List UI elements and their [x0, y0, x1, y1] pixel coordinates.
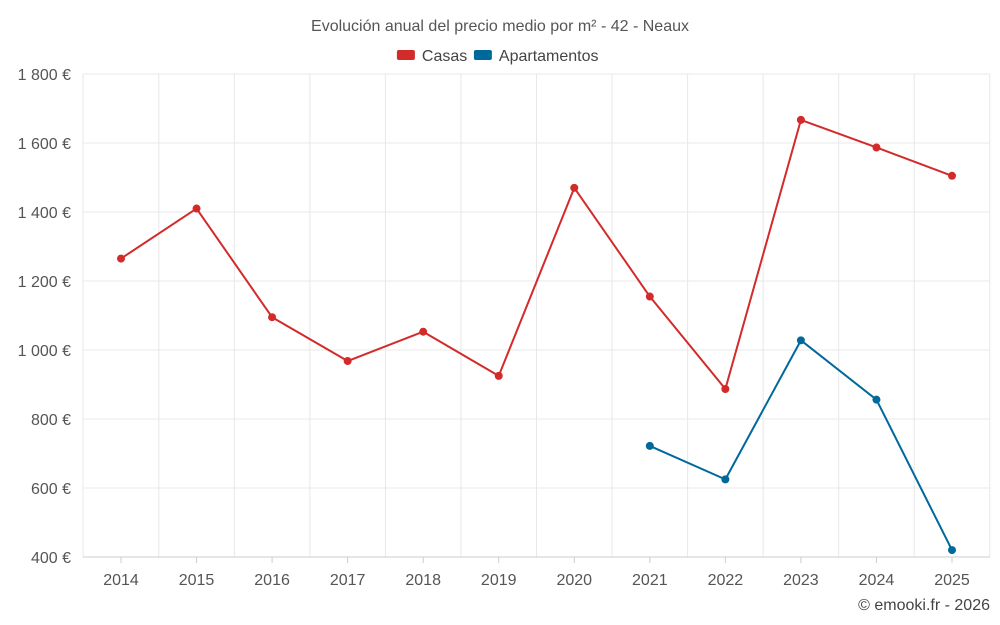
legend-item-casas[interactable]: Casas: [396, 48, 467, 65]
x-tick-label: 2021: [632, 572, 668, 589]
x-tick-label: 2022: [708, 572, 744, 589]
series-casas: [117, 115, 956, 393]
legend-label: Apartamentos: [499, 48, 599, 65]
legend-label: Casas: [422, 48, 467, 65]
y-tick-label: 800 €: [31, 412, 71, 429]
x-tick-label: 2020: [556, 572, 592, 589]
x-tick-label: 2014: [103, 572, 139, 589]
data-point[interactable]: [948, 171, 956, 180]
data-point[interactable]: [872, 143, 881, 152]
series-line: [649, 339, 953, 551]
data-point[interactable]: [645, 441, 654, 450]
grid: [82, 73, 991, 558]
legend: Casas Apartamentos: [396, 48, 599, 65]
data-point[interactable]: [796, 336, 805, 345]
data-point[interactable]: [948, 546, 956, 555]
x-tick-label: 2025: [934, 572, 970, 589]
y-tick-label: 1 600 €: [18, 136, 71, 153]
y-tick-label: 1 000 €: [18, 343, 71, 360]
data-point[interactable]: [268, 313, 277, 322]
x-tick-label: 2016: [254, 572, 290, 589]
legend-swatch: [396, 50, 415, 60]
y-tick-label: 1 400 €: [18, 205, 71, 222]
data-point[interactable]: [192, 204, 201, 213]
chart-title: Evolución anual del precio medio por m² …: [311, 18, 689, 35]
legend-swatch: [473, 50, 492, 60]
legend-item-apartamentos[interactable]: Apartamentos: [473, 48, 599, 65]
y-tick-label: 400 €: [31, 550, 71, 567]
data-point[interactable]: [796, 115, 805, 124]
x-tick-label: 2019: [481, 572, 517, 589]
axes: 400 € 600 € 800 € 1 000 € 1 200 € 1 400 € 1 60…: [18, 67, 990, 589]
data-point[interactable]: [872, 395, 881, 404]
data-point[interactable]: [494, 371, 503, 380]
data-point[interactable]: [645, 292, 654, 301]
credit-text: © emooki.fr - 2026: [858, 597, 990, 614]
x-tick-label: 2017: [330, 572, 366, 589]
x-tick-label: 2024: [859, 572, 895, 589]
x-tick-label: 2015: [179, 572, 215, 589]
series: [117, 115, 956, 555]
data-point[interactable]: [419, 327, 428, 336]
y-tick-label: 1 200 €: [18, 274, 71, 291]
x-tick-label: 2023: [783, 572, 819, 589]
data-point[interactable]: [721, 475, 730, 484]
series-line: [120, 118, 953, 390]
x-tick-label: 2018: [405, 572, 441, 589]
y-tick-label: 1 800 €: [18, 67, 71, 84]
data-point[interactable]: [570, 183, 579, 192]
y-tick-label: 600 €: [31, 481, 71, 498]
data-point[interactable]: [721, 384, 730, 393]
data-point[interactable]: [117, 254, 125, 263]
data-point[interactable]: [343, 357, 352, 366]
series-apartamentos: [645, 336, 956, 555]
